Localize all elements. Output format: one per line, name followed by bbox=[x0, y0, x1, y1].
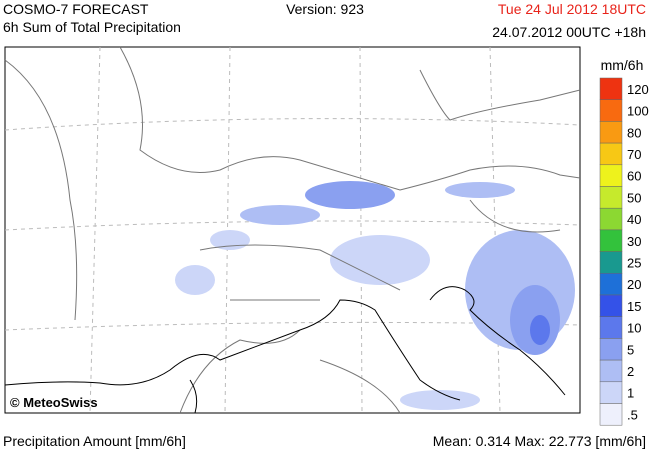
legend-swatch bbox=[599, 142, 623, 166]
borders bbox=[4, 46, 581, 414]
legend-swatch bbox=[599, 251, 623, 274]
precipitation bbox=[175, 181, 575, 410]
coastline bbox=[4, 286, 566, 414]
footer-right: Mean: 0.314 Max: 22.773 [mm/6h] bbox=[433, 433, 646, 449]
legend-label: 2 bbox=[627, 364, 634, 379]
legend-label: 20 bbox=[627, 277, 641, 292]
legend-swatch bbox=[599, 164, 623, 187]
legend-label: 25 bbox=[627, 255, 641, 270]
legend-label: 120 bbox=[627, 82, 649, 97]
legend-swatch bbox=[599, 273, 623, 296]
product: 6h Sum of Total Precipitation bbox=[3, 19, 181, 35]
legend-swatch bbox=[599, 381, 623, 404]
legend-unit: mm/6h bbox=[601, 57, 644, 73]
legend-label: 50 bbox=[627, 190, 641, 205]
map: © MeteoSwiss bbox=[4, 46, 581, 414]
legend-swatch bbox=[599, 99, 623, 122]
legend: 120 100 80 70 60 50 40 30 25 20 15 10 5 2 1 .5 bbox=[599, 77, 649, 426]
legend-swatch bbox=[599, 121, 623, 144]
legend-label: 15 bbox=[627, 299, 641, 314]
legend-swatch bbox=[599, 229, 623, 252]
legend-label: .5 bbox=[627, 407, 638, 422]
legend-label: 5 bbox=[627, 342, 634, 357]
legend-swatch bbox=[599, 186, 623, 209]
run-time: 24.07.2012 00UTC +18h bbox=[492, 24, 646, 40]
legend-swatch bbox=[599, 359, 623, 383]
legend-label: 100 bbox=[627, 104, 649, 119]
valid-time: Tue 24 Jul 2012 18UTC bbox=[498, 1, 646, 17]
legend-label: 10 bbox=[627, 321, 641, 336]
credit: © MeteoSwiss bbox=[10, 395, 98, 410]
version: Version: 923 bbox=[286, 1, 364, 17]
legend-label: 80 bbox=[627, 125, 641, 140]
legend-swatch bbox=[599, 338, 623, 361]
legend-label: 40 bbox=[627, 212, 641, 227]
legend-label: 60 bbox=[627, 169, 641, 184]
legend-label: 70 bbox=[627, 147, 641, 162]
legend-label: 30 bbox=[627, 234, 641, 249]
legend-swatch bbox=[599, 316, 623, 339]
legend-label: 1 bbox=[627, 386, 634, 401]
legend-swatch bbox=[599, 207, 623, 231]
legend-swatch bbox=[599, 77, 623, 100]
legend-swatch bbox=[599, 294, 623, 317]
model: COSMO-7 FORECAST bbox=[3, 1, 149, 17]
legend-swatch bbox=[599, 403, 623, 426]
footer-left: Precipitation Amount [mm/6h] bbox=[3, 433, 186, 449]
